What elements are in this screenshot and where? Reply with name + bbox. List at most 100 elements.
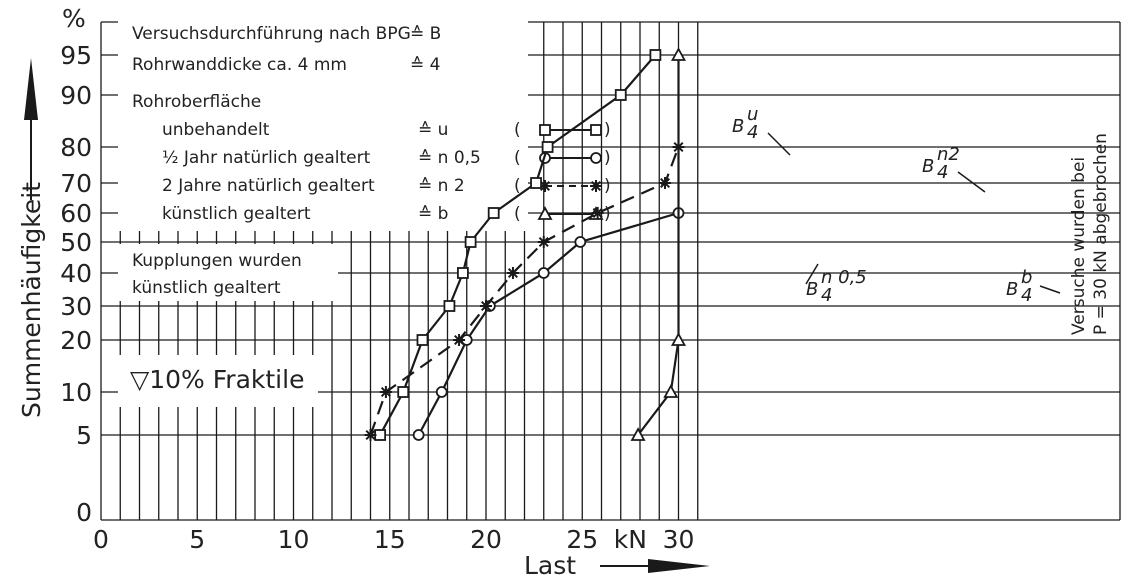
marker-star — [659, 177, 672, 189]
y-axis-title: Summenhäufigkeit — [17, 58, 46, 418]
svg-text:P = 30 kN abgebrochen: P = 30 kN abgebrochen — [1091, 133, 1111, 335]
fractile-box — [118, 355, 318, 407]
legend-entry-b: künstlich gealtert — [162, 204, 311, 224]
marker-square — [539, 124, 551, 136]
marker-circle — [537, 267, 550, 279]
legend-line-wall: Rohrwanddicke ca. 4 mm — [132, 55, 347, 75]
legend-header: Rohroberfläche — [132, 92, 261, 112]
x-tick-label: 20 — [470, 525, 502, 554]
marker-star — [364, 429, 377, 441]
marker-square — [464, 236, 477, 248]
series-label-sup: n2 — [937, 144, 960, 165]
y-tick-label: 20 — [60, 326, 92, 355]
legend-swatch-star: () — [514, 176, 611, 196]
y-unit-label: % — [62, 4, 86, 33]
series-label-text: B — [922, 156, 934, 177]
marker-star — [379, 386, 392, 398]
series-label-text: B — [1006, 279, 1018, 300]
legend: Versuchsdurchführung nach BPG ≙ B Rohrwa… — [130, 24, 611, 394]
marker-circle — [590, 152, 602, 164]
legend-entry-n05-eq: ≙ n 0,5 — [418, 148, 481, 168]
y-tick-label: 80 — [60, 133, 92, 162]
marker-circle — [412, 429, 425, 441]
x-tick-labels: 0 5 10 15 20 25 kN 30 — [93, 525, 694, 554]
legend-paren-close: ) — [604, 204, 611, 224]
marker-star — [537, 236, 550, 248]
series-layer — [364, 47, 687, 441]
x-axis-arrowhead — [648, 559, 710, 573]
marker-square — [614, 89, 627, 101]
marker-square — [456, 267, 469, 279]
legend-paren-close: ) — [604, 120, 611, 140]
series-label-sup: b — [1021, 267, 1032, 288]
legend-entry-u: unbehandelt — [162, 120, 270, 140]
y-tick-label: 10 — [60, 378, 92, 407]
y-tick-label: 40 — [60, 259, 92, 288]
marker-square — [487, 207, 500, 219]
marker-star — [506, 267, 519, 279]
legend-entry-n2: 2 Jahre natürlich gealtert — [162, 176, 375, 196]
series-label-circle: Bn 0,54 — [805, 263, 867, 306]
svg-text:Summenhäufigkeit: Summenhäufigkeit — [17, 182, 46, 418]
annotation-abort: Versuche wurden bei P = 30 kN abgebroche… — [1069, 133, 1111, 335]
marker-triangle — [663, 384, 679, 398]
x-axis-title: Last — [524, 551, 710, 580]
y-tick-label: 30 — [60, 292, 92, 321]
y-tick-label: 50 — [60, 228, 92, 257]
x-tick-label: 15 — [374, 525, 406, 554]
legend-paren-close: ) — [604, 148, 611, 168]
marker-square — [590, 124, 602, 136]
marker-star — [480, 300, 492, 312]
marker-star — [453, 334, 466, 346]
x-tick-label: 30 — [663, 525, 695, 554]
series-label-sup: u — [747, 104, 758, 125]
series-line — [637, 55, 680, 436]
note-line-1: Kupplungen wurden — [132, 251, 302, 271]
legend-line-wall-eq: ≙ 4 — [410, 55, 440, 75]
note-line-2: künstlich gealtert — [132, 278, 281, 298]
legend-paren-open: ( — [514, 120, 521, 140]
legend-paren-open: ( — [514, 204, 521, 224]
y-tick-label: 60 — [60, 199, 92, 228]
series-label-sup: n 0,5 — [821, 267, 867, 288]
fractile-label: ▽10% Fraktile — [130, 365, 304, 394]
legend-swatch-circle: () — [514, 148, 611, 168]
note-box — [118, 244, 338, 301]
series-label-sub: 4 — [747, 122, 758, 143]
series-label-sub: 4 — [821, 285, 832, 306]
legend-line-bpg-eq: ≙ B — [410, 24, 441, 44]
series-label-triangle: Bb4 — [1006, 267, 1061, 306]
legend-paren-open: ( — [514, 176, 521, 196]
series-label-sub: 4 — [937, 162, 948, 183]
marker-square — [530, 177, 542, 189]
marker-circle — [435, 386, 448, 398]
marker-star — [590, 180, 602, 192]
y-tick-label: 5 — [76, 421, 92, 450]
y-axis-arrowhead — [24, 58, 38, 120]
series-square — [374, 49, 662, 441]
marker-triangle — [670, 332, 687, 346]
series-label-text: B — [806, 279, 818, 300]
marker-triangle — [537, 206, 553, 220]
y-tick-label: 70 — [60, 169, 92, 198]
marker-square — [416, 334, 429, 346]
legend-swatches: ()()()() — [514, 120, 611, 224]
legend-line-bpg: Versuchsdurchführung nach BPG — [132, 24, 411, 44]
marker-square — [374, 429, 387, 441]
y-tick-label: 0 — [76, 498, 92, 527]
x-tick-label: 0 — [93, 525, 109, 554]
legend-paren-open: ( — [514, 148, 521, 168]
legend-entry-b-eq: ≙ b — [418, 204, 448, 224]
marker-square — [649, 49, 662, 61]
svg-text:Last: Last — [524, 551, 576, 580]
series-triangle — [630, 47, 687, 441]
series-label-square: Bu4 — [732, 104, 791, 156]
marker-square — [541, 141, 554, 153]
marker-square — [443, 300, 456, 312]
marker-triangle — [670, 47, 687, 61]
legend-paren-close: ) — [604, 176, 611, 196]
